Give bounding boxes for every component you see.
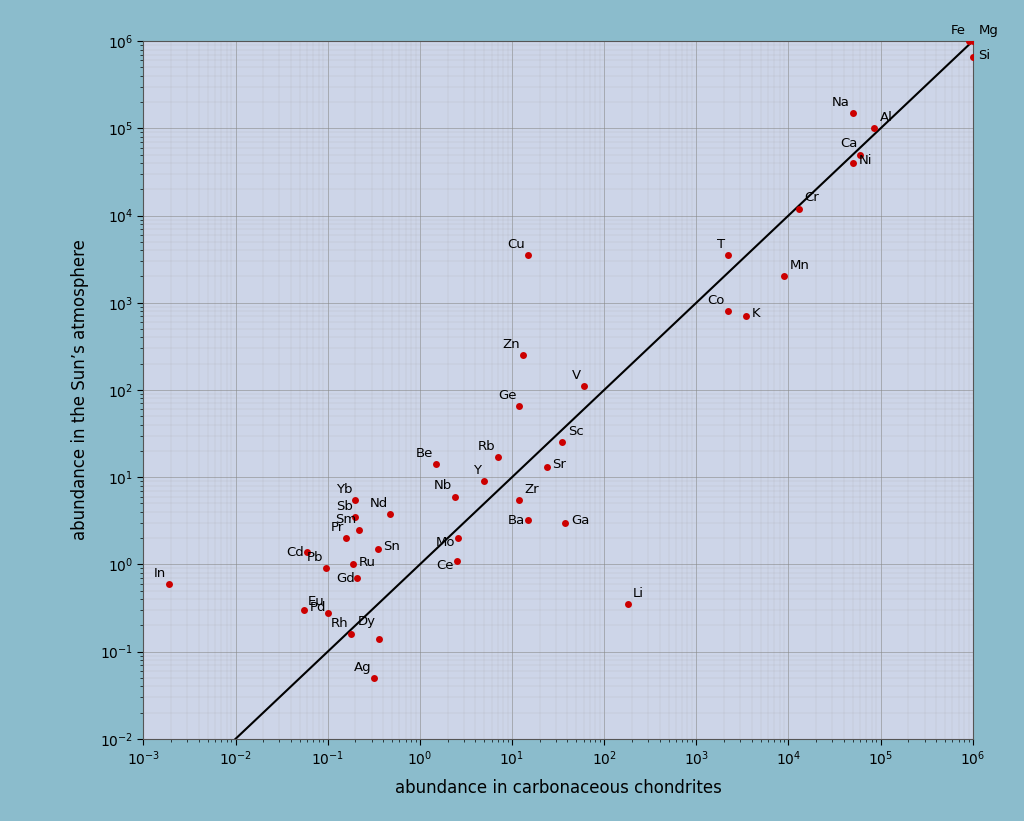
Text: Ba: Ba — [508, 514, 525, 527]
Text: Mg: Mg — [978, 24, 998, 37]
Point — [961, 34, 977, 48]
Point — [520, 514, 537, 527]
Text: Ge: Ge — [498, 389, 516, 402]
Text: Ag: Ag — [354, 661, 372, 674]
Point — [845, 157, 861, 170]
Text: Dy: Dy — [358, 615, 376, 628]
Point — [371, 632, 387, 645]
Point — [514, 349, 530, 362]
Point — [620, 598, 636, 611]
Text: Sm: Sm — [335, 512, 356, 525]
Text: Na: Na — [833, 96, 850, 108]
Point — [965, 34, 981, 48]
Point — [161, 577, 177, 590]
Point — [370, 543, 386, 556]
Point — [720, 305, 736, 318]
Point — [511, 400, 527, 413]
Text: Mo: Mo — [436, 536, 456, 549]
Text: Ce: Ce — [436, 559, 454, 572]
Y-axis label: abundance in the Sun’s atmosphere: abundance in the Sun’s atmosphere — [71, 240, 89, 540]
Text: Li: Li — [633, 587, 644, 600]
Point — [476, 475, 493, 488]
Point — [347, 493, 364, 507]
Point — [738, 310, 755, 323]
Point — [776, 270, 793, 283]
Text: Pd: Pd — [309, 601, 326, 614]
Point — [347, 511, 364, 524]
Point — [866, 122, 883, 135]
Text: Be: Be — [416, 447, 433, 461]
Point — [449, 554, 465, 567]
Text: Fe: Fe — [951, 24, 966, 37]
Point — [520, 249, 537, 262]
Point — [511, 493, 527, 507]
Text: Yb: Yb — [336, 483, 352, 496]
Point — [852, 148, 868, 161]
Point — [296, 603, 312, 617]
Text: Cu: Cu — [508, 238, 525, 251]
Point — [299, 545, 315, 558]
Point — [428, 458, 444, 471]
Text: Cr: Cr — [805, 191, 819, 204]
Text: Y: Y — [473, 464, 481, 477]
Point — [382, 507, 398, 521]
Point — [845, 107, 861, 120]
Text: Sc: Sc — [567, 425, 584, 438]
Point — [489, 451, 506, 464]
Text: Ca: Ca — [840, 137, 857, 150]
Point — [319, 606, 336, 619]
Text: Pb: Pb — [306, 551, 323, 564]
Point — [539, 461, 555, 474]
Text: Sb: Sb — [336, 500, 352, 513]
Text: Si: Si — [978, 48, 990, 62]
Text: Pr: Pr — [331, 521, 344, 534]
Text: Nd: Nd — [370, 497, 388, 510]
Text: T: T — [717, 238, 725, 251]
Text: K: K — [752, 307, 761, 320]
Point — [351, 523, 368, 536]
Text: Gd: Gd — [336, 572, 354, 585]
Text: Sn: Sn — [383, 540, 400, 553]
Text: Cd: Cd — [287, 546, 304, 558]
Text: Zn: Zn — [502, 338, 520, 351]
Text: Eu: Eu — [308, 595, 325, 608]
Point — [317, 562, 334, 575]
Text: V: V — [571, 369, 581, 383]
Text: Ru: Ru — [359, 556, 376, 569]
X-axis label: abundance in carbonaceous chondrites: abundance in carbonaceous chondrites — [394, 779, 722, 797]
Text: Rb: Rb — [477, 440, 495, 453]
Point — [554, 436, 570, 449]
Point — [557, 516, 573, 530]
Point — [343, 627, 359, 640]
Text: Mn: Mn — [790, 259, 810, 273]
Text: Nb: Nb — [434, 479, 453, 493]
Text: Rh: Rh — [331, 617, 348, 630]
Point — [338, 532, 354, 545]
Point — [366, 672, 382, 685]
Text: Sr: Sr — [553, 458, 566, 471]
Point — [791, 202, 807, 215]
Text: Zr: Zr — [525, 483, 540, 496]
Text: Ni: Ni — [858, 154, 872, 167]
Point — [345, 558, 361, 571]
Point — [349, 571, 366, 585]
Text: In: In — [154, 566, 166, 580]
Point — [575, 380, 592, 393]
Text: Al: Al — [880, 111, 893, 124]
Point — [450, 532, 466, 545]
Text: Ga: Ga — [571, 514, 590, 527]
Point — [965, 51, 981, 64]
Point — [446, 490, 463, 503]
Point — [720, 249, 736, 262]
Text: Co: Co — [708, 294, 725, 307]
